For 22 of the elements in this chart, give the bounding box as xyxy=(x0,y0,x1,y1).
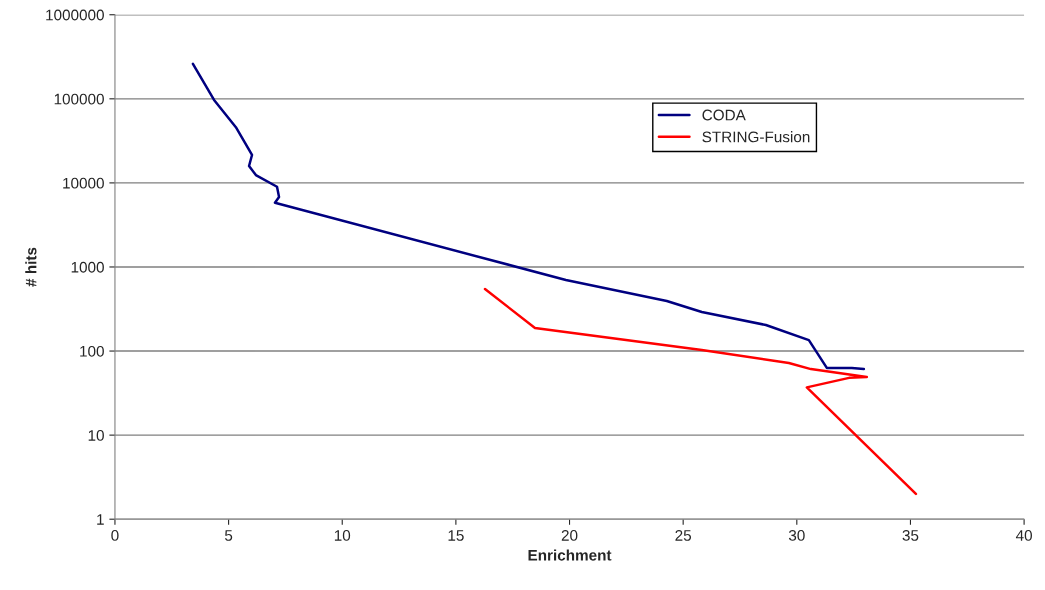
x-tick-label: 20 xyxy=(561,530,578,541)
x-tick-label: 15 xyxy=(448,530,464,541)
y-tick-label: 1 xyxy=(97,514,104,525)
x-tick-label: 5 xyxy=(224,530,233,541)
x-tick-label: 10 xyxy=(334,530,351,541)
y-tick-label: 100000 xyxy=(54,93,104,105)
y-tick-label: 1000000 xyxy=(46,9,104,21)
legend-label: CODA xyxy=(702,109,746,121)
x-tick-label: 30 xyxy=(788,530,805,541)
x-tick-label: 40 xyxy=(1015,530,1032,541)
line-series xyxy=(191,62,866,371)
y-tick-label: 10000 xyxy=(63,177,104,189)
x-tick-label: 0 xyxy=(111,530,119,541)
y-tick-label: 10 xyxy=(88,429,104,441)
y-tick-label: 100 xyxy=(80,345,104,357)
x-axis-title: Enrichment xyxy=(528,549,612,561)
y-tick-label: 1000 xyxy=(71,261,104,273)
x-tick-label: 35 xyxy=(902,530,919,541)
line-series xyxy=(483,287,918,496)
x-tick-label: 25 xyxy=(675,530,692,541)
legend-label: STRING-Fusion xyxy=(702,131,810,143)
y-axis-title: # hits xyxy=(25,247,37,287)
